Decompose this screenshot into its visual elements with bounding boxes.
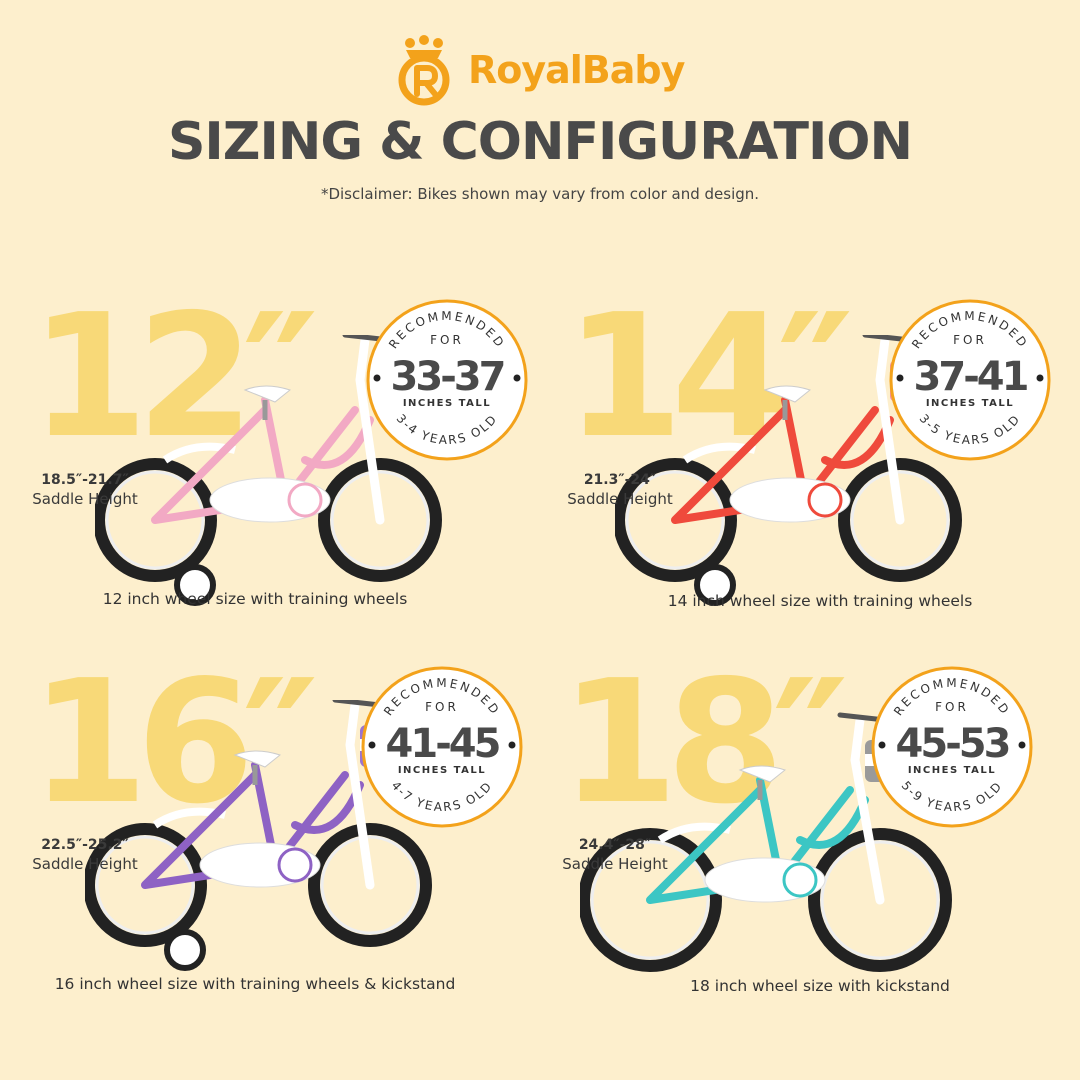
saddle-height-info: 18.5″-21.7″ Saddle Height xyxy=(20,470,150,509)
front-wheel xyxy=(318,458,442,582)
saddle-height-label: Saddle Height xyxy=(562,855,668,873)
front-wheel xyxy=(838,458,962,582)
rear-wheel xyxy=(95,458,217,582)
page-title: SIZING & CONFIGURATION xyxy=(167,112,913,172)
bike-size-panel: 12″ 18.5″-21.7″ Saddle Height RECOMMENDE… xyxy=(0,280,540,650)
badge-inches-tall: INCHES TALL xyxy=(908,765,996,776)
wheel-size-number: 14″ xyxy=(565,278,854,476)
badge-height-range: 33-37 xyxy=(391,354,504,400)
badge-for: FOR xyxy=(935,700,969,714)
saddle xyxy=(233,750,282,768)
badge-for: FOR xyxy=(430,333,464,347)
wheel-size-number: 16″ xyxy=(30,644,319,842)
badge-height-range: 45-53 xyxy=(896,721,1009,767)
bike-caption: 12 inch wheel size with training wheels xyxy=(102,590,408,608)
rear-wheel xyxy=(85,823,207,947)
badge-height-range: 37-41 xyxy=(914,354,1028,400)
saddle-height-label: Saddle Height xyxy=(567,490,673,508)
saddle-height-info: 21.3″-24″ Saddle Height xyxy=(555,470,685,509)
recommended-badge: RECOMMENDED FOR 33-37 INCHES TALL 3-4 YE… xyxy=(366,299,528,461)
saddle-height-label: Saddle Height xyxy=(32,490,138,508)
royalbaby-logo: RoyalBaby xyxy=(388,32,698,107)
bike-caption: 18 inch wheel size with kickstand xyxy=(690,977,950,995)
saddle-height-range: 21.3″-24″ xyxy=(583,472,657,488)
badge-inches-tall: INCHES TALL xyxy=(926,398,1014,409)
saddle-height-label: Saddle Height xyxy=(32,855,138,873)
recommended-badge: RECOMMENDED FOR 37-41 INCHES TALL 3-5 YE… xyxy=(889,299,1051,461)
training-wheel xyxy=(694,564,736,606)
recommended-badge: RECOMMENDED FOR 45-53 INCHES TALL 5-9 YE… xyxy=(871,666,1033,828)
saddle-height-info: 24.4″-28″ Saddle Height xyxy=(550,835,680,874)
brand-name: RoyalBaby xyxy=(468,47,685,92)
training-wheel xyxy=(164,929,206,971)
chain-guard xyxy=(199,842,321,888)
saddle xyxy=(243,385,292,403)
rear-wheel xyxy=(580,828,722,972)
bike-size-panel: 18″ 24.4″-28″ Saddle Height RECOMMENDED … xyxy=(540,650,1080,1020)
training-wheel xyxy=(174,564,216,606)
crown-r-icon xyxy=(398,34,450,105)
wheel-size-number: 18″ xyxy=(560,644,849,842)
bike-size-panel: 16″ 22.5″-25.2″ Saddle Height RECOMMENDE… xyxy=(0,650,540,1020)
rear-wheel xyxy=(615,458,737,582)
badge-for: FOR xyxy=(425,700,459,714)
bike-image xyxy=(95,335,442,606)
badge-inches-tall: INCHES TALL xyxy=(398,765,486,776)
saddle xyxy=(738,765,787,783)
saddle-height-range: 22.5″-25.2″ xyxy=(41,837,129,853)
front-wheel xyxy=(808,828,952,972)
saddle-height-range: 24.4″-28″ xyxy=(578,837,652,853)
badge-inches-tall: INCHES TALL xyxy=(403,398,491,409)
badge-for: FOR xyxy=(953,333,987,347)
badge-height-range: 41-45 xyxy=(386,721,500,767)
saddle-height-info: 22.5″-25.2″ Saddle Height xyxy=(20,835,150,874)
recommended-badge: RECOMMENDED FOR 41-45 INCHES TALL 4-7 YE… xyxy=(361,666,523,828)
front-wheel xyxy=(308,823,432,947)
chain-guard xyxy=(209,477,331,523)
chain-guard xyxy=(704,857,826,903)
bike-size-panel: 14″ 21.3″-24″ Saddle Height RECOMMENDED … xyxy=(540,280,1080,650)
disclaimer: *Disclaimer: Bikes shown may vary from c… xyxy=(320,185,760,203)
saddle-height-range: 18.5″-21.7″ xyxy=(41,472,129,488)
bike-image xyxy=(85,700,432,971)
bike-caption: 16 inch wheel size with training wheels … xyxy=(54,975,456,993)
chain-guard xyxy=(729,477,851,523)
saddle xyxy=(763,385,812,403)
bike-caption: 14 inch wheel size with training wheels xyxy=(667,592,973,610)
